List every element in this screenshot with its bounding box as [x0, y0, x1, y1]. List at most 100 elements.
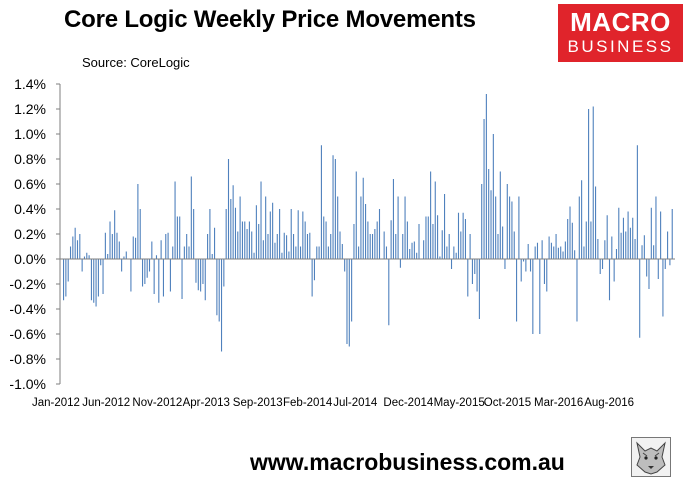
bar — [583, 246, 585, 259]
bar — [562, 251, 564, 259]
bar — [615, 249, 618, 259]
bar — [622, 217, 624, 259]
x-tick-label: Oct-2015 — [484, 397, 531, 409]
bar — [130, 259, 132, 292]
bar — [214, 227, 216, 259]
bar — [571, 222, 573, 259]
bar — [588, 109, 590, 259]
bar — [341, 244, 343, 259]
bar — [241, 221, 243, 259]
bar — [543, 259, 545, 284]
bar — [406, 221, 408, 259]
y-tick-label: 0.6% — [14, 176, 46, 192]
bar — [488, 169, 490, 259]
bar — [483, 119, 485, 259]
bar — [316, 246, 318, 259]
bar — [534, 246, 536, 259]
bar — [455, 252, 457, 259]
bar — [244, 221, 246, 259]
bar — [274, 242, 276, 259]
bar — [457, 212, 460, 259]
bar — [281, 252, 283, 259]
bar — [148, 259, 151, 272]
footer-url[interactable]: www.macrobusiness.com.au — [250, 449, 565, 475]
bar — [557, 247, 559, 259]
bar — [553, 246, 555, 259]
bar — [450, 259, 453, 269]
bar — [223, 259, 225, 287]
bar — [337, 196, 339, 259]
x-tick-label: Dec-2014 — [383, 397, 433, 409]
y-tick-label: 0.4% — [14, 201, 46, 217]
bar — [167, 232, 169, 259]
bar — [295, 246, 297, 259]
bar — [63, 259, 65, 301]
bar — [325, 221, 327, 259]
bar — [135, 237, 137, 259]
bar — [253, 252, 255, 259]
bar — [532, 259, 534, 334]
y-tick-label: -0.4% — [9, 301, 46, 317]
bar — [653, 245, 655, 259]
bar — [283, 232, 285, 259]
bar — [279, 209, 281, 259]
bar — [595, 186, 597, 259]
bar — [671, 209, 673, 259]
bar — [118, 241, 120, 259]
bar — [478, 259, 480, 319]
y-tick-label: 1.2% — [14, 101, 46, 117]
bar — [474, 259, 476, 274]
bar — [448, 234, 450, 259]
bar — [629, 227, 631, 259]
bar — [230, 199, 232, 259]
bar — [65, 259, 67, 297]
bar — [397, 196, 399, 259]
bar — [344, 259, 346, 272]
bar — [546, 259, 548, 292]
bar — [606, 215, 608, 259]
bar — [297, 210, 299, 259]
bar — [597, 239, 599, 259]
bar — [476, 259, 478, 292]
bar — [121, 259, 123, 272]
bar — [348, 259, 350, 347]
bar — [220, 259, 223, 352]
bar — [427, 216, 429, 259]
bar — [667, 231, 669, 259]
bar — [529, 259, 532, 272]
bar — [304, 221, 306, 259]
bar — [165, 234, 167, 259]
bar — [72, 236, 74, 259]
bar — [620, 232, 622, 259]
x-tick-label: Sep-2013 — [233, 397, 283, 409]
bar — [111, 234, 113, 259]
bar — [146, 259, 148, 278]
bar — [355, 171, 357, 259]
bar — [218, 259, 220, 322]
bar — [209, 209, 211, 259]
bar — [160, 240, 162, 259]
bar — [411, 242, 413, 259]
bar — [193, 209, 195, 259]
y-tick-label: 0.2% — [14, 226, 46, 242]
bar — [162, 259, 164, 297]
bar — [462, 212, 464, 259]
bar — [518, 196, 520, 259]
bar — [153, 259, 155, 294]
x-tick-label: Jul-2014 — [333, 397, 378, 409]
bar — [211, 254, 213, 259]
bar — [67, 259, 69, 282]
bar — [132, 236, 134, 259]
y-tick-label: 0.0% — [14, 251, 46, 267]
bar — [490, 190, 492, 259]
bar — [365, 204, 367, 259]
bar — [439, 256, 441, 259]
bar — [567, 219, 569, 259]
bar — [107, 254, 109, 259]
y-tick-label: -0.2% — [9, 276, 46, 292]
x-tick-label: Feb-2014 — [283, 397, 333, 409]
bar — [576, 259, 578, 322]
bar — [232, 185, 234, 259]
y-tick-label: 1.0% — [14, 126, 46, 142]
bar — [390, 220, 392, 259]
